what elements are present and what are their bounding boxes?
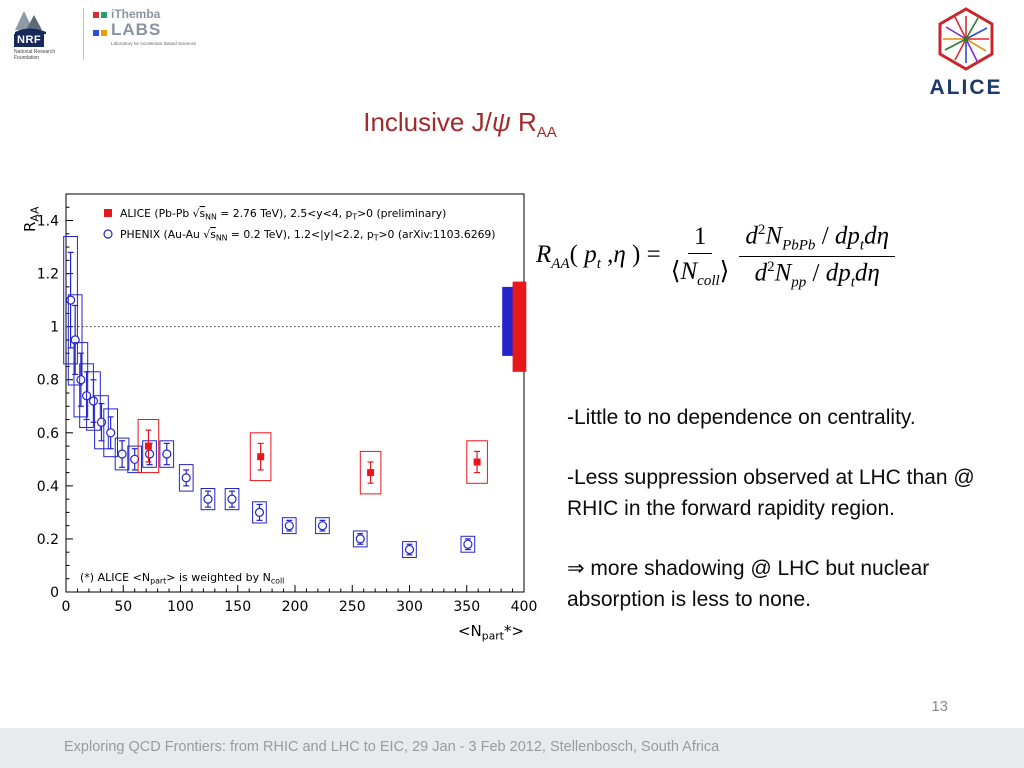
psi-symbol: ψ: [491, 107, 511, 137]
svg-text:1: 1: [50, 320, 59, 336]
svg-text:50: 50: [114, 599, 132, 615]
alice-label: ALICE: [929, 76, 1003, 99]
nrf-logo: NRF National Research Foundation: [14, 8, 74, 61]
math-token: /: [806, 259, 826, 287]
observations: -Little to no dependence on centrality. …: [567, 403, 1007, 645]
math-token: 1: [687, 223, 713, 255]
math-token: dp: [825, 259, 851, 287]
svg-text:150: 150: [224, 599, 251, 615]
formula-ncoll-fraction: 1 ⟨Ncoll⟩: [671, 223, 730, 290]
svg-text:400: 400: [511, 599, 538, 615]
math-token: N: [680, 258, 698, 286]
math-token: ⟩: [719, 258, 730, 286]
math-token: pp: [791, 274, 807, 291]
svg-text:100: 100: [167, 599, 194, 615]
math-token: R: [536, 240, 552, 268]
svg-text:0.4: 0.4: [37, 479, 59, 495]
logo-divider: [83, 8, 84, 60]
svg-text:1.2: 1.2: [37, 267, 59, 283]
math-token: dp: [834, 222, 860, 250]
svg-text:0: 0: [50, 585, 59, 601]
formula-yield-ratio: d2NPbPb / dptdη d2Npp / dptdη: [739, 222, 895, 292]
svg-text:200: 200: [282, 599, 309, 615]
svg-text:250: 250: [339, 599, 366, 615]
nrf-abbr: NRF: [14, 34, 45, 47]
footer-text: Exploring QCD Frontiers: from RHIC and L…: [64, 739, 720, 755]
math-token: dη: [864, 222, 889, 250]
math-token: N: [765, 222, 783, 250]
formula-lhs: RAA( pt ,η ) =: [536, 241, 661, 273]
math-token: PbPb: [782, 237, 816, 254]
ithemba-logo: iThemba LABS Laboratory for Accelerator …: [93, 8, 203, 46]
ithemba-labs: LABS: [111, 20, 162, 39]
svg-text:0: 0: [62, 599, 71, 615]
footer: Exploring QCD Frontiers: from RHIC and L…: [0, 728, 1024, 768]
math-token: t: [596, 255, 601, 272]
svg-text:1.4: 1.4: [37, 214, 59, 230]
math-token: t: [850, 274, 855, 291]
title-text: R: [510, 107, 537, 137]
math-token: ) =: [625, 240, 661, 268]
ithemba-name: iThemba: [111, 7, 161, 21]
math-token: ⟨: [670, 258, 681, 286]
raa-formula: RAA( pt ,η ) = 1 ⟨Ncoll⟩ d2NPbPb / dptdη…: [536, 222, 1014, 292]
header-logos: NRF National Research Foundation iThemba…: [14, 8, 203, 61]
math-token: p: [584, 240, 597, 268]
raa-chart-panel: 0 0.2 0.4 0.6 0.8 1 1.2 1.4 0 50 100 150 200 250 300 35…: [18, 180, 548, 655]
title-subscript: AA: [536, 124, 557, 142]
svg-text:300: 300: [396, 599, 423, 615]
math-token: coll: [697, 273, 720, 290]
ithemba-caption: Laboratory for Accelerator Based Science…: [111, 41, 197, 46]
raa-chart: 0 0.2 0.4 0.6 0.8 1 1.2 1.4 0 50 100 150 200 250 300 35…: [21, 193, 538, 643]
math-token: 2: [757, 222, 766, 238]
nrf-caption: National Research Foundation: [14, 49, 56, 61]
svg-text:0.8: 0.8: [37, 373, 59, 389]
title-text: Inclusive J/: [363, 107, 492, 137]
math-token: (: [569, 240, 585, 268]
math-token: N: [774, 259, 792, 287]
math-token: d: [745, 222, 758, 250]
svg-text:0.2: 0.2: [37, 532, 59, 548]
math-token: d: [754, 259, 768, 287]
formula-numerator: d2NPbPb / dptdη: [739, 222, 895, 258]
ithemba-squares-icon: [93, 12, 107, 46]
math-token: /: [815, 222, 835, 250]
svg-text:PHENIX (Au-Au √sNN = 0.2 TeV),: PHENIX (Au-Au √sNN = 0.2 TeV), 1.2<|y|<2…: [120, 228, 496, 243]
svg-text:ALICE (Pb-Pb √sNN = 2.76 TeV),: ALICE (Pb-Pb √sNN = 2.76 TeV), 2.5<y<4, …: [120, 207, 446, 222]
formula-ncoll: ⟨Ncoll⟩: [671, 254, 730, 290]
svg-text:(*) ALICE <Npart> is weighted: (*) ALICE <Npart> is weighted by Ncoll: [80, 571, 284, 586]
math-token: dη: [854, 259, 880, 287]
svg-text:0.6: 0.6: [37, 426, 59, 442]
formula-denominator: d2Npp / dptdη: [755, 257, 880, 291]
nrf-emblem-icon: [15, 11, 46, 34]
math-token: η: [613, 240, 626, 268]
alice-detector-icon: [938, 7, 994, 71]
note-shadowing: ⇒ more shadowing @ LHC but nuclear absor…: [567, 557, 930, 611]
alice-logo: ALICE: [922, 6, 1010, 99]
svg-text:<Npart*>: <Npart*>: [458, 622, 524, 643]
note-suppression: -Less suppression observed at LHC than @…: [567, 466, 975, 520]
note-centrality: -Little to no dependence on centrality.: [567, 406, 916, 429]
math-token: 2: [767, 259, 775, 276]
math-token: AA: [551, 255, 570, 272]
page-number: 13: [931, 698, 948, 715]
math-token: t: [859, 237, 865, 254]
slide-title: Inclusive J/ψ RAA: [300, 107, 620, 141]
svg-text:RAA: RAA: [21, 206, 42, 232]
math-token: ,: [600, 240, 614, 268]
svg-text:350: 350: [453, 599, 480, 615]
